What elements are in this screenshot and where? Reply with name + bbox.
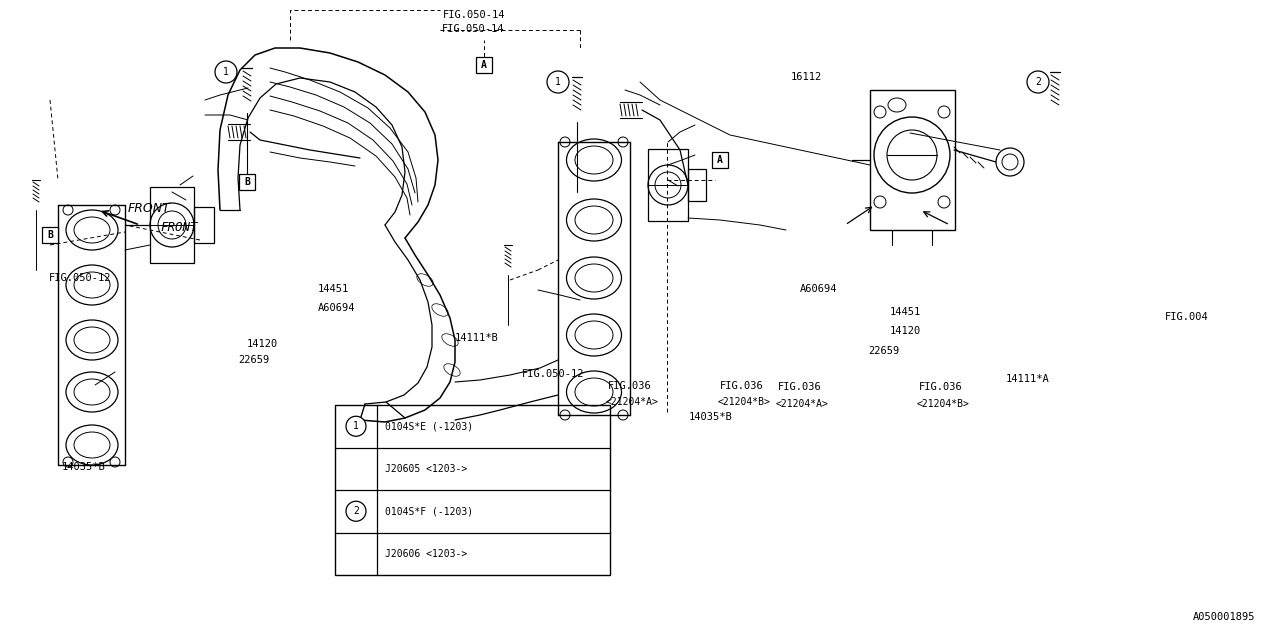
- Circle shape: [215, 61, 237, 83]
- Text: A050001895: A050001895: [1193, 612, 1254, 622]
- Circle shape: [547, 71, 570, 93]
- Text: A60694: A60694: [800, 284, 837, 294]
- Circle shape: [346, 501, 366, 521]
- Bar: [150, 187, 195, 263]
- Text: 14035*B: 14035*B: [61, 462, 105, 472]
- Text: 14451: 14451: [890, 307, 920, 317]
- Text: <21204*B>: <21204*B>: [916, 399, 969, 410]
- Text: J20606 <1203->: J20606 <1203->: [385, 548, 467, 559]
- Bar: [335, 405, 611, 575]
- Text: 14120: 14120: [247, 339, 278, 349]
- Text: B: B: [47, 230, 52, 240]
- Text: <21204*B>: <21204*B>: [718, 397, 771, 407]
- Text: 16112: 16112: [791, 72, 822, 82]
- Bar: [712, 152, 728, 168]
- Text: 2: 2: [353, 506, 358, 516]
- Bar: [476, 57, 492, 73]
- Text: FRONT: FRONT: [160, 221, 197, 234]
- Text: 14451: 14451: [317, 284, 348, 294]
- Text: 14111*B: 14111*B: [454, 333, 498, 343]
- Text: 1: 1: [223, 67, 229, 77]
- Text: FIG.050-12: FIG.050-12: [522, 369, 585, 380]
- Text: FIG.050-12: FIG.050-12: [49, 273, 111, 284]
- Bar: [239, 174, 255, 190]
- Text: 0104S*F (-1203): 0104S*F (-1203): [385, 506, 474, 516]
- Text: FIG.036: FIG.036: [719, 381, 764, 391]
- Bar: [689, 169, 707, 201]
- Bar: [42, 227, 58, 243]
- Text: <21204*A>: <21204*A>: [776, 399, 828, 410]
- Text: B: B: [244, 177, 250, 187]
- Text: A60694: A60694: [317, 303, 355, 314]
- Circle shape: [346, 416, 366, 436]
- Text: FIG.036: FIG.036: [608, 381, 652, 391]
- Text: 14035*B: 14035*B: [689, 412, 732, 422]
- Text: J20605 <1203->: J20605 <1203->: [385, 464, 467, 474]
- Text: 22659: 22659: [238, 355, 269, 365]
- Bar: [195, 207, 214, 243]
- Text: 14120: 14120: [890, 326, 920, 336]
- Text: FIG.036: FIG.036: [919, 382, 963, 392]
- Text: 1: 1: [556, 77, 561, 87]
- Text: FRONT: FRONT: [128, 202, 170, 215]
- Text: A: A: [481, 60, 486, 70]
- Text: FIG.004: FIG.004: [1165, 312, 1208, 322]
- Text: FIG.050-14: FIG.050-14: [443, 10, 506, 20]
- Text: 22659: 22659: [868, 346, 899, 356]
- Bar: [648, 149, 689, 221]
- Text: FIG.050-14: FIG.050-14: [442, 24, 504, 34]
- Bar: [870, 90, 955, 230]
- Text: 0104S*E (-1203): 0104S*E (-1203): [385, 421, 474, 431]
- Text: <21204*A>: <21204*A>: [605, 397, 659, 407]
- Text: FIG.036: FIG.036: [778, 382, 822, 392]
- Text: 14111*A: 14111*A: [1006, 374, 1050, 384]
- Text: A: A: [717, 155, 723, 165]
- Circle shape: [1027, 71, 1050, 93]
- Text: 1: 1: [353, 421, 358, 431]
- Text: 2: 2: [1036, 77, 1041, 87]
